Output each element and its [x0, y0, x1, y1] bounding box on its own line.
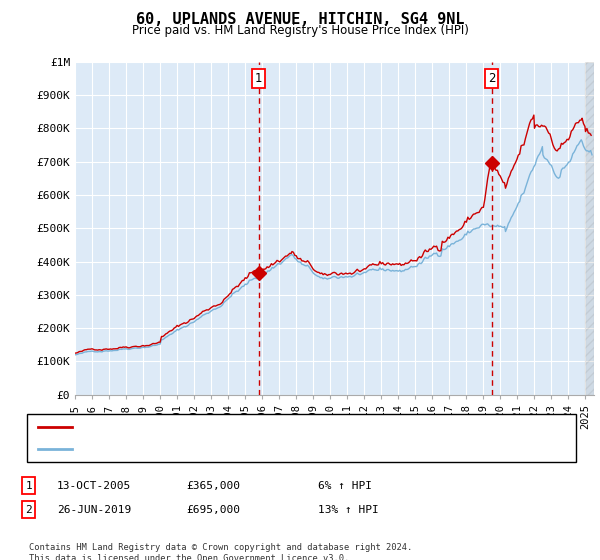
Text: 60, UPLANDS AVENUE, HITCHIN, SG4 9NL (detached house): 60, UPLANDS AVENUE, HITCHIN, SG4 9NL (de… [78, 422, 422, 432]
Bar [586, 62, 594, 395]
Text: 2: 2 [25, 505, 32, 515]
Text: 26-JUN-2019: 26-JUN-2019 [57, 505, 131, 515]
Text: 1: 1 [25, 480, 32, 491]
Text: 1: 1 [255, 72, 262, 85]
Text: Price paid vs. HM Land Registry's House Price Index (HPI): Price paid vs. HM Land Registry's House … [131, 24, 469, 37]
Text: 13% ↑ HPI: 13% ↑ HPI [318, 505, 379, 515]
Text: Contains HM Land Registry data © Crown copyright and database right 2024.
This d: Contains HM Land Registry data © Crown c… [29, 543, 412, 560]
Text: £695,000: £695,000 [186, 505, 240, 515]
Text: 2: 2 [488, 72, 496, 85]
Text: 6% ↑ HPI: 6% ↑ HPI [318, 480, 372, 491]
Text: HPI: Average price, detached house, North Hertfordshire: HPI: Average price, detached house, Nort… [78, 444, 436, 454]
Text: £365,000: £365,000 [186, 480, 240, 491]
Text: 60, UPLANDS AVENUE, HITCHIN, SG4 9NL: 60, UPLANDS AVENUE, HITCHIN, SG4 9NL [136, 12, 464, 27]
Text: 13-OCT-2005: 13-OCT-2005 [57, 480, 131, 491]
